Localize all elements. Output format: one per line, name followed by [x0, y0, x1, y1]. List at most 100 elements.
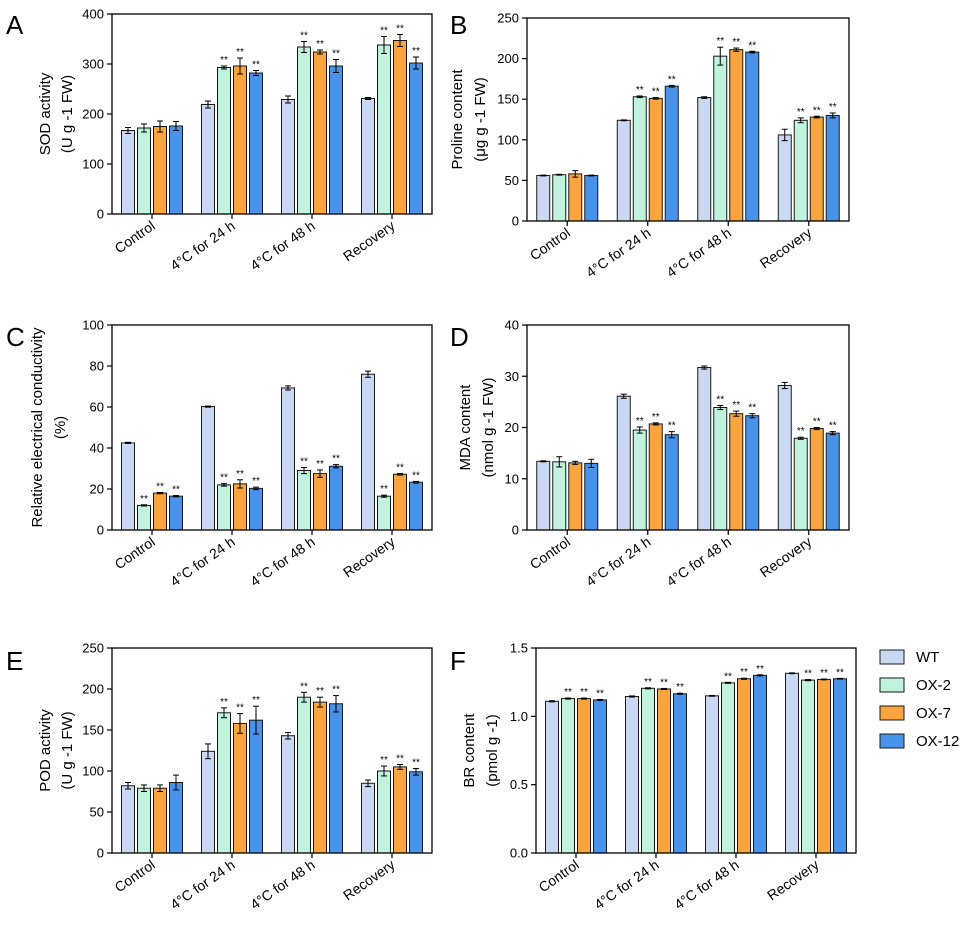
- bar: [361, 373, 375, 531]
- bar: [137, 787, 151, 854]
- bar: [552, 461, 567, 531]
- plot-frame: [111, 647, 433, 854]
- bar: [673, 693, 687, 854]
- bar: [153, 126, 167, 215]
- bar: [536, 175, 551, 222]
- x-tick-label: Control: [527, 533, 573, 572]
- x-tick-label: Recovery: [757, 224, 815, 271]
- y-tick-label: 1.0: [510, 709, 528, 724]
- significance-label: **: [820, 668, 828, 679]
- bar: [745, 51, 760, 222]
- significance-label: **: [636, 85, 644, 96]
- bar: [568, 173, 583, 222]
- significance-label: **: [236, 47, 244, 58]
- legend-label: OX-12: [916, 733, 959, 750]
- x-tick-label: 4°C for 24 h: [583, 224, 654, 280]
- x-tick-label: 4°C for 48 h: [247, 217, 318, 273]
- bar: [329, 65, 343, 215]
- significance-label: **: [652, 87, 660, 98]
- legend: WT OX-2 OX-7 OX-12: [879, 649, 959, 750]
- x-tick-label: 4°C for 24 h: [591, 856, 662, 912]
- bar: [584, 462, 599, 531]
- significance-label: **: [316, 686, 324, 697]
- y-axis-title-units: (nmol g -1 FW): [480, 377, 497, 477]
- y-tick-label: 250: [497, 11, 519, 26]
- significance-label: **: [644, 677, 652, 688]
- bar: [825, 432, 840, 531]
- significance-label: **: [380, 26, 388, 37]
- bar: [785, 672, 799, 854]
- y-axis-title-units: (U g -1 FW): [59, 75, 76, 153]
- panel-letter: D: [450, 322, 469, 352]
- significance-label: **: [804, 669, 812, 680]
- y-axis-title: Relative electrical conductivity: [29, 327, 46, 528]
- bar: [393, 40, 407, 215]
- significance-label: **: [252, 60, 260, 71]
- x-tick-label: 4°C for 48 h: [247, 533, 318, 589]
- bar: [377, 770, 391, 854]
- significance-label: **: [156, 481, 164, 492]
- panel-letter: A: [6, 10, 24, 40]
- y-tick-label: 50: [505, 173, 519, 188]
- y-tick-label: 1.5: [510, 641, 528, 656]
- bar: [648, 423, 663, 531]
- bar: [137, 504, 151, 531]
- bar: [745, 415, 760, 531]
- y-tick-label: 50: [90, 805, 104, 820]
- x-tick-label: Control: [527, 224, 573, 263]
- bar: [217, 484, 231, 531]
- y-tick-label: 100: [82, 764, 104, 779]
- x-tick-label: Control: [112, 856, 158, 895]
- y-axis-title-units: (pmol g -1): [484, 714, 501, 787]
- y-tick-label: 300: [82, 57, 104, 72]
- panel-A: A Control ** ** ** 4°C for 24 h ** ** ** 4°C for …: [6, 7, 433, 273]
- bar: [377, 495, 391, 531]
- significance-label: **: [380, 484, 388, 495]
- x-tick-label: 4°C for 48 h: [663, 533, 734, 589]
- y-tick-label: 250: [82, 641, 104, 656]
- bar: [233, 483, 247, 531]
- x-tick-label: Control: [536, 856, 582, 895]
- x-tick-label: 4°C for 24 h: [167, 856, 238, 912]
- y-tick-label: 10: [505, 471, 519, 486]
- bar: [393, 766, 407, 854]
- bar: [657, 688, 671, 854]
- significance-label: **: [396, 24, 404, 35]
- bar: [249, 72, 263, 215]
- x-tick-label: Recovery: [340, 856, 398, 903]
- y-tick-label: 40: [90, 441, 104, 456]
- x-tick-label: 4°C for 24 h: [583, 533, 654, 589]
- x-tick-label: Recovery: [757, 533, 815, 580]
- y-tick-label: 400: [82, 7, 104, 22]
- bar: [817, 678, 831, 854]
- significance-label: **: [716, 36, 724, 47]
- significance-label: **: [836, 667, 844, 678]
- plot-frame: [526, 17, 850, 222]
- bar: [233, 65, 247, 215]
- significance-label: **: [396, 462, 404, 473]
- significance-label: **: [380, 755, 388, 766]
- bar: [777, 384, 792, 531]
- significance-label: **: [813, 417, 821, 428]
- significance-label: **: [797, 107, 805, 118]
- y-tick-label: 0: [97, 523, 104, 538]
- bar: [632, 429, 647, 531]
- significance-label: **: [732, 37, 740, 48]
- bar: [777, 134, 792, 222]
- bar: [313, 701, 327, 854]
- bar: [361, 782, 375, 854]
- bar: [545, 700, 559, 854]
- y-axis-title: BR content: [461, 713, 478, 788]
- significance-label: **: [412, 470, 420, 481]
- significance-label: **: [140, 494, 148, 505]
- significance-label: **: [332, 454, 340, 465]
- bar: [409, 62, 423, 215]
- bar: [409, 771, 423, 854]
- bar: [729, 49, 744, 222]
- significance-label: **: [300, 456, 308, 467]
- significance-label: **: [636, 416, 644, 427]
- bar: [801, 679, 815, 854]
- y-tick-label: 0.0: [510, 846, 528, 861]
- bar: [281, 99, 295, 215]
- y-axis-title: Proline content: [449, 69, 466, 170]
